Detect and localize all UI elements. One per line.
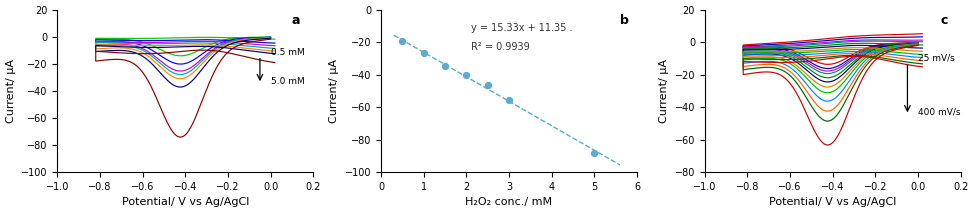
Point bbox=[459, 74, 474, 77]
Text: 400 mV/s: 400 mV/s bbox=[918, 108, 960, 117]
Text: 0.5 mM: 0.5 mM bbox=[271, 48, 304, 58]
Point bbox=[437, 65, 453, 68]
Point bbox=[394, 40, 410, 43]
Point bbox=[502, 98, 517, 102]
Y-axis label: Current/ μA: Current/ μA bbox=[659, 59, 669, 123]
Y-axis label: Current/ μA: Current/ μA bbox=[329, 59, 339, 123]
Y-axis label: Current/ μA: Current/ μA bbox=[6, 59, 16, 123]
Text: 25 mV/s: 25 mV/s bbox=[918, 54, 955, 63]
Point bbox=[480, 83, 496, 87]
Text: a: a bbox=[292, 14, 300, 27]
Point bbox=[416, 52, 431, 55]
X-axis label: Potential/ V vs Ag/AgCl: Potential/ V vs Ag/AgCl bbox=[122, 197, 249, 207]
Point bbox=[586, 151, 602, 154]
X-axis label: H₂O₂ conc./ mM: H₂O₂ conc./ mM bbox=[466, 197, 552, 207]
Text: b: b bbox=[620, 14, 629, 27]
X-axis label: Potential/ V vs Ag/AgCl: Potential/ V vs Ag/AgCl bbox=[769, 197, 896, 207]
Text: y = 15.33x + 11.35 .: y = 15.33x + 11.35 . bbox=[470, 23, 572, 33]
Text: R² = 0.9939: R² = 0.9939 bbox=[470, 42, 530, 52]
Text: 5.0 mM: 5.0 mM bbox=[271, 77, 304, 86]
Text: c: c bbox=[941, 14, 948, 27]
